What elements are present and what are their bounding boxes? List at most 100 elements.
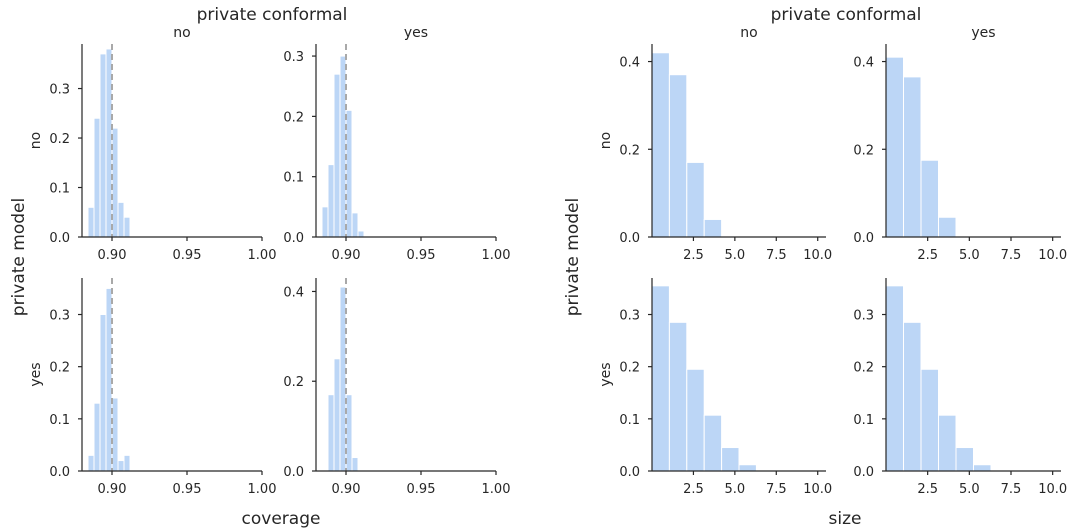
figure-1-panel-no-yes-bar-1 (327, 164, 335, 238)
figure-1-panel-yes-yes-y-tick-0.2: 0.2 (283, 375, 304, 390)
figure-1-panel-no-yes-bar-0 (321, 206, 329, 238)
figure-2-panel-no-no-bar-3 (703, 218, 723, 238)
figure-1-panel-no-no-bar-0 (87, 206, 95, 238)
figure-1-panel-yes-yes-y-tick-0.4: 0.4 (283, 285, 304, 300)
figure-1-panel-no-no-y-tick-0.1: 0.1 (49, 182, 70, 197)
figure-1-panel-yes-no-x-tick-0.90: 0.90 (98, 482, 127, 497)
figure-1-panel-yes-yes-y-tick-0.0: 0.0 (283, 465, 304, 480)
figure-1-panel-no-no-x-tick-0.90: 0.90 (98, 248, 127, 263)
figure-2-panel-yes-no-x-tick-7.5: 7.5 (766, 482, 787, 497)
figure-2-panel-no-no-x-tick-5.0: 5.0 (725, 248, 746, 263)
figure-2-panel-no-yes-y-tick-0.2: 0.2 (853, 143, 874, 158)
figure-2-panel-no-yes-y-tick-0.4: 0.4 (853, 56, 874, 71)
figure-2-panel-no-no-y-tick-0.4: 0.4 (619, 56, 640, 71)
figure-1-panel-yes-no-y-tick-0.0: 0.0 (49, 465, 70, 480)
figure-1-panel-yes-no-x-tick-1.00: 1.00 (248, 482, 277, 497)
figure-1-panel-no-no-bar-2 (99, 53, 107, 238)
figure-2-panel-no-no-y-tick-0.2: 0.2 (619, 143, 640, 158)
figure-2-panel-no-no-bar-0 (651, 52, 670, 238)
figure-1-panel-yes-yes-x-tick-0.95: 0.95 (407, 482, 436, 497)
figure-2-panel-no-yes-x-tick-5.0: 5.0 (959, 248, 980, 263)
figure-1-row-label-no: no (28, 132, 44, 149)
figure-1-panel-no-yes-bar-6 (357, 230, 365, 238)
figure-2-panel-no-yes-bar-1 (903, 76, 922, 238)
figure-1-panel-no-yes-x-tick-0.90: 0.90 (332, 248, 361, 263)
figure-2-panel-yes-yes-y-tick-0.0: 0.0 (853, 465, 874, 480)
figure-1-row-label-yes: yes (28, 362, 44, 386)
figure-2-panel-no-no-bar-1 (668, 74, 688, 238)
figure-1-panel-yes-no-bar-0 (87, 454, 95, 472)
figure-1-panel-yes-no-y-tick-0.2: 0.2 (49, 361, 70, 376)
figure-2-panel-yes-no-bar-1 (668, 321, 688, 472)
figure-1-panel-yes-no-x-tick-0.95: 0.95 (173, 482, 202, 497)
figure-2-panel-no-yes-bar-0 (885, 56, 904, 238)
figure-1-panel-no-yes-y-tick-0.2: 0.2 (283, 110, 304, 125)
figure-1-col-label-yes: yes (404, 25, 428, 41)
figure-2-panel-yes-yes-bar-4 (955, 447, 974, 472)
figure-1-panel-no-yes-bar-5 (351, 212, 359, 238)
figure-2-panel-no-no-y-tick-0.0: 0.0 (619, 231, 640, 246)
figure-1-panel-yes-yes-bar-5 (351, 457, 359, 472)
figure-1-panel-yes-no-y-tick-0.1: 0.1 (49, 413, 70, 428)
figure-1-panel-no-yes-y-tick-0.0: 0.0 (283, 231, 304, 246)
figure-2-panel-yes-yes-x-tick-5.0: 5.0 (959, 482, 980, 497)
figure-2-panel-no-yes-bar-2 (920, 159, 939, 238)
figure-1-panel-no-yes-x-tick-0.95: 0.95 (407, 248, 436, 263)
figure-1-panel-no-yes-x-tick-1.00: 1.00 (482, 248, 511, 263)
figure-1-panel-yes-yes-x-tick-1.00: 1.00 (482, 482, 511, 497)
figure-1-panel-no-no-bar-5 (117, 201, 125, 238)
figure-2-panel-no-yes-y-tick-0.0: 0.0 (853, 231, 874, 246)
figure-1-x-label: coverage (242, 509, 321, 529)
figure-2-panel-yes-no-bar-2 (686, 368, 705, 472)
figure-1-panel-no-yes-y-tick-0.1: 0.1 (283, 171, 304, 186)
figure-1-panel-no-no-y-tick-0.0: 0.0 (49, 231, 70, 246)
figure-2-panel-yes-no-y-tick-0.0: 0.0 (619, 465, 640, 480)
figure-2-panel-yes-no-y-tick-0.1: 0.1 (619, 413, 640, 428)
figure-2-panel-yes-no-x-tick-5.0: 5.0 (725, 482, 746, 497)
figure-2-panel-no-no-x-tick-10.0: 10.0 (803, 248, 832, 263)
figure-2-row-label-yes: yes (598, 362, 614, 386)
figure-2-panel-yes-yes-y-tick-0.3: 0.3 (853, 309, 874, 324)
figure-2-panel-yes-yes-bar-2 (920, 368, 939, 472)
figure-1-panel-yes-no-bar-6 (123, 454, 131, 472)
figure-1-panel-no-no-y-tick-0.3: 0.3 (49, 83, 70, 98)
figure-2-panel-no-yes-x-tick-10.0: 10.0 (1038, 248, 1067, 263)
figure-2-panel-yes-no-y-tick-0.3: 0.3 (619, 309, 640, 324)
figure-2-panel-yes-no-bar-3 (703, 414, 723, 472)
figure-2-panel-yes-yes-bar-0 (885, 285, 904, 472)
figure-2-panel-yes-yes-y-tick-0.2: 0.2 (853, 361, 874, 376)
figure-2-panel-yes-yes-x-tick-7.5: 7.5 (1001, 482, 1022, 497)
figure-1-panel-yes-no-bar-2 (99, 314, 107, 472)
figure-2-panel-no-yes-x-tick-2.5: 2.5 (917, 248, 938, 263)
figure-2-panel-yes-no-y-tick-0.2: 0.2 (619, 361, 640, 376)
figure-1-panel-yes-no-y-tick-0.3: 0.3 (49, 309, 70, 324)
figure-2-panel-yes-yes-bar-5 (973, 464, 992, 472)
figure-2-panel-yes-yes-bar-3 (938, 414, 957, 472)
figure-2-panel-no-yes-x-tick-7.5: 7.5 (1001, 248, 1022, 263)
figure-1-col-label-no: no (173, 25, 190, 41)
figure-1-col-title: private conformal (197, 5, 348, 25)
figure-2-x-label: size (829, 509, 862, 529)
figure-2-panel-no-no-x-tick-7.5: 7.5 (766, 248, 787, 263)
figure-1-panel-no-yes-bar-2 (333, 73, 341, 238)
figure-2-panel-yes-no-bar-4 (721, 447, 740, 472)
figure-2-panel-yes-no-x-tick-10.0: 10.0 (803, 482, 832, 497)
figure-2-panel-no-no-x-tick-2.5: 2.5 (683, 248, 704, 263)
figure-2-panel-yes-yes-x-tick-2.5: 2.5 (917, 482, 938, 497)
figure-1-panel-yes-yes-bar-1 (327, 394, 335, 472)
figure-2-panel-yes-no-x-tick-2.5: 2.5 (683, 482, 704, 497)
figure-2-panel-yes-no-bar-5 (738, 464, 757, 472)
figure-2-col-label-no: no (740, 25, 757, 41)
figure-2-col-title: private conformal (771, 5, 922, 25)
figure-2-panel-no-yes-bar-3 (938, 216, 957, 238)
figure-1-panel-no-no-x-tick-1.00: 1.00 (248, 248, 277, 263)
figure-1-panel-yes-yes-bar-2 (333, 358, 341, 472)
figure-2-row-title: private model (563, 198, 583, 316)
figure-1-row-title: private model (9, 198, 29, 316)
figure-2-panel-yes-yes-bar-1 (903, 321, 922, 472)
figure-2-panel-no-no-bar-2 (686, 161, 705, 238)
figure-1-panel-no-no-x-tick-0.95: 0.95 (173, 248, 202, 263)
figure-2-row-label-no: no (598, 132, 614, 149)
figure-1-panel-no-yes-y-tick-0.3: 0.3 (283, 50, 304, 65)
